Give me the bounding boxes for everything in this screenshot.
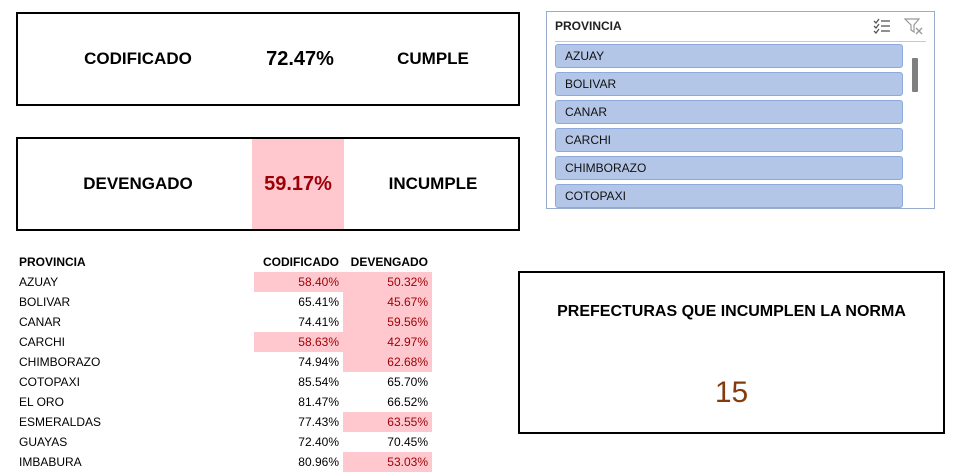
cell-provincia: CARCHI: [19, 335, 66, 349]
cell-codificado: 58.40%: [254, 272, 343, 292]
cell-devengado: 59.56%: [343, 312, 432, 332]
header-provincia: PROVINCIA: [19, 255, 86, 269]
cell-codificado: 85.54%: [298, 375, 339, 389]
cell-provincia: ESMERALDAS: [19, 415, 102, 429]
header-devengado: DEVENGADO: [350, 255, 428, 269]
incumplen-count-card: PREFECTURAS QUE INCUMPLEN LA NORMA 15: [518, 271, 945, 434]
table-row: COTOPAXI 85.54% 65.70%: [16, 372, 432, 392]
cell-codificado: 81.47%: [298, 395, 339, 409]
provincia-slicer: PROVINCIA AZUAY BOLIVAR CANAR CARCHI CHI…: [546, 11, 935, 209]
cell-devengado: 63.55%: [343, 412, 432, 432]
count-card-title: PREFECTURAS QUE INCUMPLEN LA NORMA: [557, 303, 906, 320]
cell-codificado: 80.96%: [298, 455, 339, 469]
cell-devengado: 45.67%: [343, 292, 432, 312]
table-header-row: PROVINCIA CODIFICADO DEVENGADO: [16, 252, 432, 272]
table-row: IMBABURA 80.96% 53.03%: [16, 452, 432, 472]
cell-provincia: COTOPAXI: [19, 375, 80, 389]
clear-filter-icon[interactable]: [903, 17, 924, 35]
cell-devengado: 53.03%: [343, 452, 432, 472]
table-row: CANAR 74.41% 59.56%: [16, 312, 432, 332]
kpi-card-codificado: CODIFICADO 72.47% CUMPLE: [16, 12, 520, 106]
table-row: CHIMBORAZO 74.94% 62.68%: [16, 352, 432, 372]
slicer-item-bolivar[interactable]: BOLIVAR: [555, 72, 903, 96]
cell-devengado: 65.70%: [387, 375, 428, 389]
cell-codificado: 77.43%: [298, 415, 339, 429]
slicer-scrollbar[interactable]: [912, 58, 918, 92]
slicer-item-list: AZUAY BOLIVAR CANAR CARCHI CHIMBORAZO CO…: [555, 44, 903, 208]
table-row: AZUAY 58.40% 50.32%: [16, 272, 432, 292]
cell-provincia: AZUAY: [19, 275, 59, 289]
kpi-label: DEVENGADO: [83, 174, 193, 193]
kpi-value: 72.47%: [266, 47, 334, 70]
cell-codificado: 74.94%: [298, 355, 339, 369]
table-row: EL ORO 81.47% 66.52%: [16, 392, 432, 412]
slicer-item-chimborazo[interactable]: CHIMBORAZO: [555, 156, 903, 180]
table-row: BOLIVAR 65.41% 45.67%: [16, 292, 432, 312]
slicer-title: PROVINCIA: [555, 19, 622, 33]
slicer-item-azuay[interactable]: AZUAY: [555, 44, 903, 68]
count-card-value: 15: [714, 376, 749, 409]
table-row: ESMERALDAS 77.43% 63.55%: [16, 412, 432, 432]
provincia-table: PROVINCIA CODIFICADO DEVENGADO AZUAY 58.…: [16, 252, 432, 472]
cell-codificado: 65.41%: [298, 295, 339, 309]
cell-provincia: CANAR: [19, 315, 62, 329]
header-codificado: CODIFICADO: [263, 255, 339, 269]
slicer-item-carchi[interactable]: CARCHI: [555, 128, 903, 152]
cell-provincia: EL ORO: [19, 395, 64, 409]
cell-devengado: 62.68%: [343, 352, 432, 372]
cell-devengado: 50.32%: [343, 272, 432, 292]
slicer-item-cotopaxi[interactable]: COTOPAXI: [555, 184, 903, 208]
cell-codificado: 58.63%: [254, 332, 343, 352]
cell-codificado: 74.41%: [298, 315, 339, 329]
table-row: GUAYAS 72.40% 70.45%: [16, 432, 432, 452]
cell-provincia: BOLIVAR: [19, 295, 71, 309]
multi-select-icon[interactable]: [872, 17, 892, 35]
table-row: CARCHI 58.63% 42.97%: [16, 332, 432, 352]
kpi-status: CUMPLE: [397, 49, 469, 68]
kpi-value: 59.17%: [252, 139, 344, 229]
kpi-card-devengado: DEVENGADO 59.17% INCUMPLE: [16, 137, 520, 231]
cell-codificado: 72.40%: [298, 435, 339, 449]
kpi-status: INCUMPLE: [388, 174, 478, 193]
cell-provincia: CHIMBORAZO: [19, 355, 101, 369]
kpi-label: CODIFICADO: [84, 49, 192, 68]
slicer-item-canar[interactable]: CANAR: [555, 100, 903, 124]
cell-provincia: IMBABURA: [19, 455, 82, 469]
slicer-divider: [555, 41, 926, 42]
cell-provincia: GUAYAS: [19, 435, 68, 449]
cell-devengado: 42.97%: [343, 332, 432, 352]
cell-devengado: 70.45%: [387, 435, 428, 449]
cell-devengado: 66.52%: [387, 395, 428, 409]
